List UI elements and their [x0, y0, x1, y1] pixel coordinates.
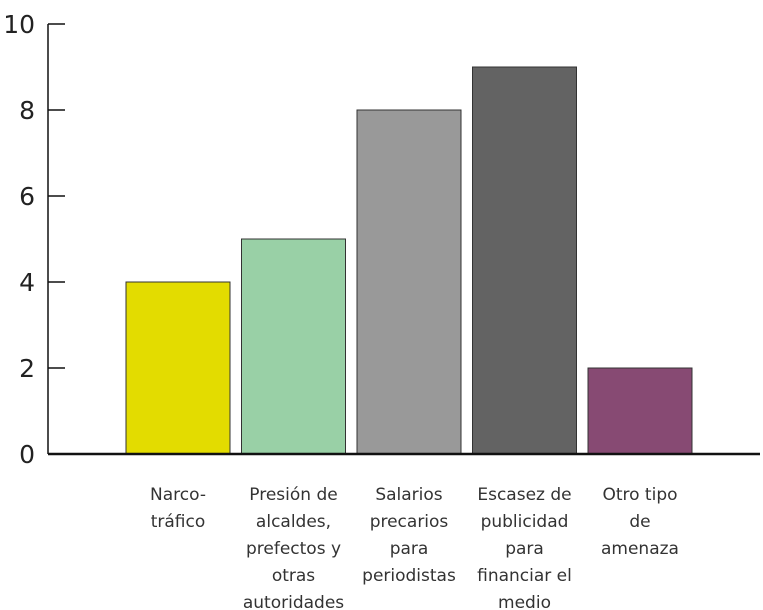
bar	[125, 281, 231, 455]
y-tick-label: 2	[19, 354, 35, 383]
category-label: Escasez de publicidad para financiar el medi…	[477, 485, 572, 610]
bar	[241, 238, 346, 455]
category-label: Narco-tráfico	[150, 485, 206, 532]
y-tick-label: 4	[19, 268, 35, 297]
bar	[472, 66, 577, 455]
category-label: Salarios precarios para periodistas	[362, 485, 456, 586]
y-tick-label: 6	[19, 182, 35, 211]
y-tick-label: 0	[19, 440, 35, 469]
category-label: Otro tipo de amenaza	[601, 485, 679, 559]
category-labels: Narco-tráfico Presión de alcaldes, prefecto…	[150, 485, 679, 610]
y-axis: 0 2 4 6 8 10	[3, 10, 65, 469]
y-tick-label: 10	[3, 10, 35, 39]
category-label: Presión de alcaldes, prefectos y otras autor…	[243, 485, 344, 610]
bars	[125, 66, 693, 455]
bar	[587, 367, 693, 455]
bar	[356, 109, 462, 455]
y-tick-label: 8	[19, 96, 35, 125]
